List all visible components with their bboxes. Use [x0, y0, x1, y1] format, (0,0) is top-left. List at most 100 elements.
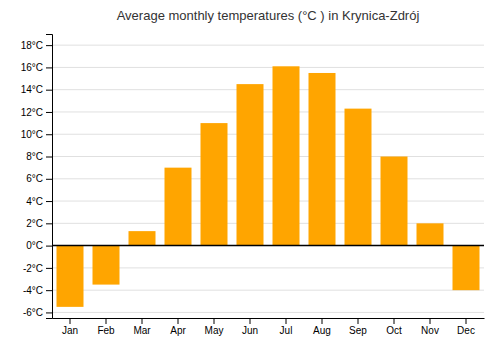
bar — [93, 246, 120, 285]
y-tick-label: 16°C — [21, 62, 43, 73]
grid-line — [52, 89, 484, 90]
bar — [165, 168, 192, 246]
y-tick-mark — [46, 45, 52, 46]
y-tick-label: 12°C — [21, 107, 43, 118]
x-tick: May — [205, 318, 224, 336]
y-tick: 18°C — [21, 40, 52, 51]
plot: -6°C -4°C -2°C 0°C 2°C 4°C 6°C 8°C 10°C 12°C 14°C 1… — [21, 35, 485, 337]
x-tick-mark — [466, 318, 467, 324]
x-axis-line — [53, 318, 485, 319]
y-tick-label: 6°C — [26, 173, 43, 184]
title: Average monthly temperatures (°C ) in Kr… — [117, 8, 420, 23]
y-tick-label: 14°C — [21, 84, 43, 95]
grid-line — [52, 290, 484, 291]
grid-line — [52, 45, 484, 46]
x-tick-label: Dec — [457, 325, 475, 336]
y-tick-label: 0°C — [26, 240, 43, 251]
y-tick-mark — [46, 201, 52, 202]
y-tick: 8°C — [26, 151, 52, 162]
y-tick-mark — [46, 223, 52, 224]
y-tick-mark — [46, 179, 52, 180]
y-tick: 16°C — [21, 62, 52, 73]
x-tick-mark — [286, 318, 287, 324]
zero-line — [52, 245, 484, 247]
x-tick: Nov — [421, 318, 439, 336]
y-tick-mark — [46, 312, 52, 313]
x-tick-mark — [70, 318, 71, 324]
y-tick-label: 2°C — [26, 218, 43, 229]
y-tick-label: 10°C — [21, 129, 43, 140]
bar — [273, 66, 300, 245]
y-tick-label: -2°C — [23, 263, 43, 274]
x-tick-label: Jun — [242, 325, 258, 336]
y-tick: 14°C — [21, 84, 52, 95]
x-axis: Jan Feb Mar Apr May Jun Jul Aug Sep Oct Nov Dec — [53, 318, 485, 336]
y-tick: -6°C — [23, 307, 52, 318]
bar — [237, 84, 264, 245]
y-tick: -4°C — [23, 285, 52, 296]
bar — [309, 73, 336, 246]
bar — [345, 109, 372, 246]
x-tick-mark — [322, 318, 323, 324]
grid-line — [52, 134, 484, 135]
x-tick: Apr — [170, 318, 186, 336]
grid-line — [52, 245, 484, 246]
x-tick-label: Aug — [313, 325, 331, 336]
x-tick-mark — [214, 318, 215, 324]
x-tick-mark — [394, 318, 395, 324]
y-tick-mark — [46, 67, 52, 68]
y-tick-mark — [46, 157, 52, 158]
grid-line — [52, 67, 484, 68]
x-tick-label: Sep — [349, 325, 367, 336]
y-tick-mark — [46, 90, 52, 91]
grid-line — [52, 201, 484, 202]
grid-line — [52, 312, 484, 313]
x-tick: Jun — [242, 318, 258, 336]
x-tick-label: Jan — [62, 325, 78, 336]
y-tick-mark — [46, 246, 52, 247]
y-tick-mark — [46, 134, 52, 135]
y-tick-label: 18°C — [21, 40, 43, 51]
y-tick-mark — [46, 290, 52, 291]
y-tick-mark — [46, 268, 52, 269]
y-tick-label: 8°C — [26, 151, 43, 162]
grid-line — [52, 156, 484, 157]
grid-line — [52, 178, 484, 179]
x-tick-label: Mar — [133, 325, 151, 336]
y-tick: -2°C — [23, 263, 52, 274]
bar — [453, 246, 480, 291]
x-tick-mark — [178, 318, 179, 324]
y-axis-line — [46, 35, 53, 319]
y-tick-label: -6°C — [23, 307, 43, 318]
x-tick: Jan — [62, 318, 78, 336]
x-tick-label: May — [205, 325, 224, 336]
bar — [57, 246, 84, 307]
x-tick-mark — [250, 318, 251, 324]
bar — [129, 231, 156, 245]
x-tick: Feb — [97, 318, 115, 336]
y-tick: 6°C — [26, 173, 52, 184]
y-tick: 4°C — [26, 196, 52, 207]
marks — [57, 66, 480, 307]
y-tick-label: -4°C — [23, 285, 43, 296]
x-tick: Mar — [133, 318, 151, 336]
x-tick-label: Oct — [386, 325, 402, 336]
y-axis: -6°C -4°C -2°C 0°C 2°C 4°C 6°C 8°C 10°C 12°C 14°C 1… — [21, 35, 53, 319]
x-tick: Oct — [386, 318, 402, 336]
x-tick: Jul — [280, 318, 293, 336]
x-tick-label: Nov — [421, 325, 439, 336]
y-tick: 2°C — [26, 218, 52, 229]
x-tick: Sep — [349, 318, 367, 336]
x-tick-mark — [106, 318, 107, 324]
bar — [381, 157, 408, 246]
y-tick: 0°C — [26, 240, 52, 251]
y-tick: 10°C — [21, 129, 52, 140]
x-tick: Dec — [457, 318, 475, 336]
x-tick-mark — [430, 318, 431, 324]
x-tick: Aug — [313, 318, 331, 336]
bar — [201, 123, 228, 246]
grid-line — [52, 111, 484, 112]
chart: -6°C -4°C -2°C 0°C 2°C 4°C 6°C 8°C 10°C 12°C 14°C 1… — [0, 0, 500, 350]
x-tick-label: Apr — [170, 325, 186, 336]
x-tick-label: Jul — [280, 325, 293, 336]
